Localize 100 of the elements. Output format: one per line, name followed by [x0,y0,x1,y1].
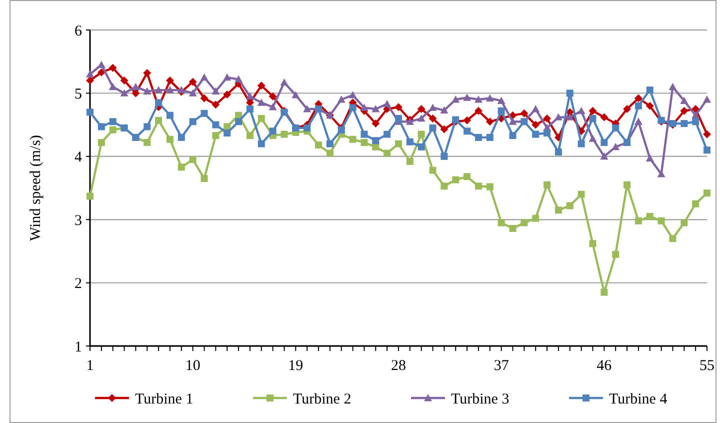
point [235,118,242,126]
point [360,104,368,111]
point [634,94,642,102]
point [440,125,448,134]
point [532,120,540,129]
point [566,202,574,210]
point [646,102,654,110]
point [98,123,105,130]
point [212,100,220,109]
point [657,170,666,178]
point [326,150,334,157]
point [498,107,505,114]
point [257,98,266,106]
point [463,116,472,124]
point [86,76,94,85]
point [268,92,277,100]
legend-label: Turbine 3 [451,391,510,408]
point [418,143,425,150]
y-tick-label: 2 [74,276,82,292]
point [292,91,300,98]
point [418,130,425,138]
point [452,96,460,103]
point [554,206,562,214]
point [508,118,517,125]
point [188,89,197,96]
point [155,99,162,106]
point [360,130,368,138]
x-tick-label: 37 [494,358,510,374]
y-tick-label: 1 [74,339,82,356]
point [612,124,620,132]
point [634,118,642,125]
point [577,106,586,114]
point [623,105,632,113]
point [428,104,437,111]
point [543,114,552,122]
point [406,158,414,165]
point [258,140,265,148]
point [532,105,540,112]
point [360,138,368,146]
point [246,106,254,112]
point [509,132,516,140]
point [440,106,448,114]
point [86,192,94,200]
point [600,152,608,160]
point [566,90,574,97]
point [486,183,494,190]
point [703,96,711,103]
point [348,91,357,98]
legend-label: Turbine 2 [293,391,352,408]
x-tick-label: 55 [700,358,714,374]
point [188,78,197,86]
point [224,130,231,137]
point [337,96,346,103]
point [304,124,311,132]
point [578,140,585,148]
point [646,154,654,162]
point [223,73,232,81]
point [658,217,665,224]
point [98,138,105,146]
point [600,288,608,296]
point [212,132,220,140]
point [692,105,700,113]
point [680,96,688,104]
y-tick-label: 4 [74,150,82,166]
point [486,134,494,141]
point [143,68,152,77]
point [280,130,288,138]
point [624,181,631,188]
point [303,105,312,112]
y-axis-title: Wind speed (m/s) [28,134,44,242]
point [246,92,254,100]
point [634,217,642,224]
point [554,148,562,156]
point [132,82,140,90]
point [383,100,392,108]
point [109,126,116,134]
point [246,132,254,140]
point [474,106,482,115]
point [612,142,620,150]
point [680,219,688,226]
point [578,190,585,198]
point [372,143,380,150]
point [554,113,562,120]
point [224,123,231,130]
point [680,120,688,128]
point [532,130,540,138]
point [692,200,700,208]
point [108,82,117,90]
point [200,175,208,182]
y-tick-label: 5 [74,86,82,102]
point [668,82,677,90]
point [384,150,391,157]
point [349,104,356,112]
point [589,114,596,122]
point [566,113,574,120]
point [154,86,163,94]
point [97,68,106,76]
point [463,94,472,101]
point [544,130,551,137]
point [315,142,322,149]
